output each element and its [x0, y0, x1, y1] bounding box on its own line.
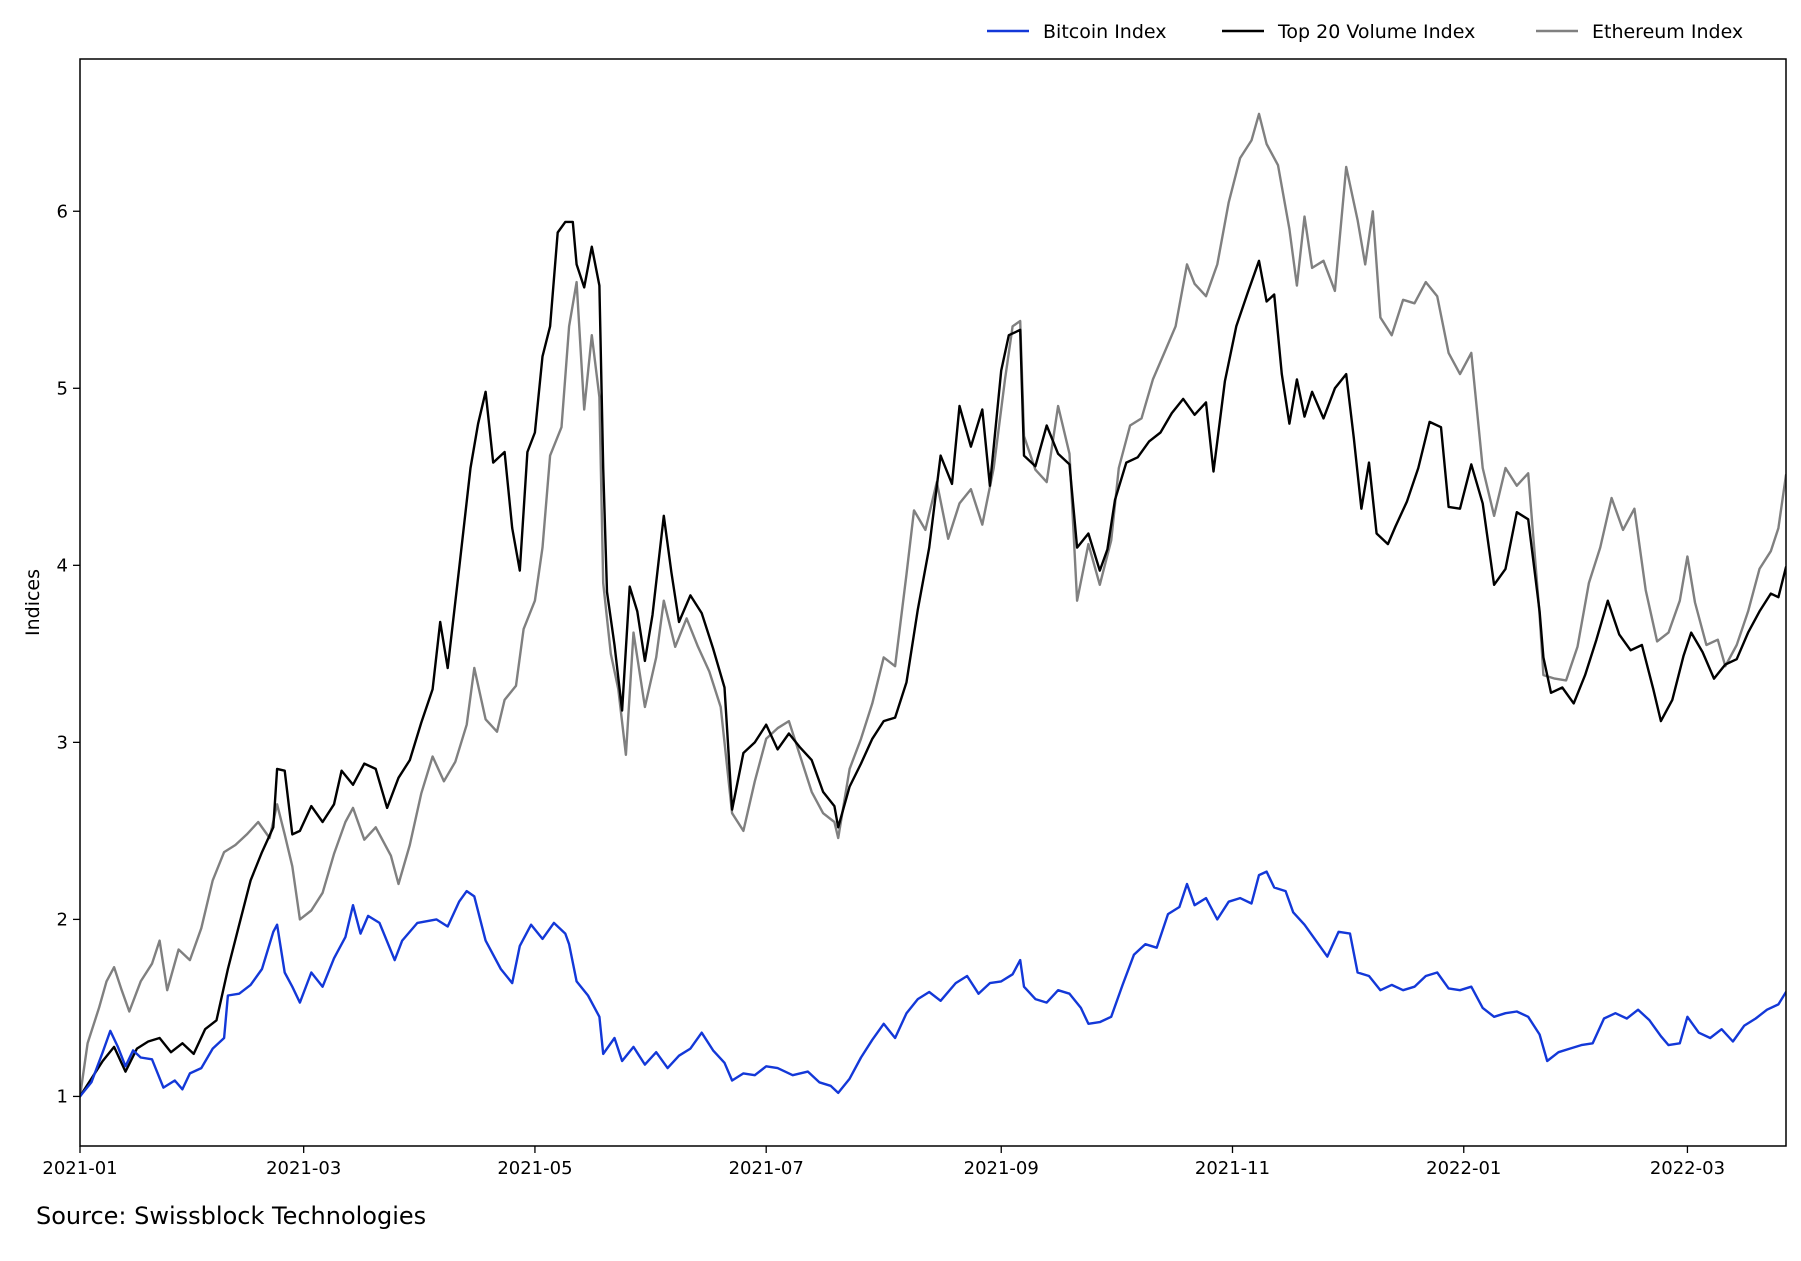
y-axis-ticks: 1 2 3 4 5 6: [57, 201, 80, 1107]
y-tick-label: 1: [57, 1086, 68, 1107]
plot-frame: [79, 58, 1787, 1147]
y-tick-label: 3: [57, 732, 68, 753]
x-tick-label: 2022-03: [1650, 1158, 1725, 1179]
plot-series: [80, 112, 1786, 1098]
legend: Bitcoin Index Top 20 Volume Index Ethereum…: [987, 21, 1743, 43]
x-axis-ticks: 2021-01 2021-03 2021-05 2021-07 2021-09 2021-…: [42, 1146, 1725, 1179]
legend-label: Ethereum Index: [1592, 21, 1743, 43]
y-tick-label: 6: [57, 201, 68, 222]
x-tick-label: 2021-09: [964, 1158, 1039, 1179]
series-line-ethereum-index: [80, 112, 1786, 1098]
y-tick-label: 5: [57, 378, 68, 399]
y-tick-label: 2: [57, 909, 68, 930]
y-axis-label: Indices: [22, 569, 44, 636]
x-tick-label: 2021-01: [42, 1158, 117, 1179]
x-tick-label: 2021-05: [497, 1158, 572, 1179]
x-tick-label: 2022-01: [1426, 1158, 1501, 1179]
legend-label: Top 20 Volume Index: [1277, 21, 1475, 43]
source-note: Source: Swissblock Technologies: [36, 1202, 427, 1230]
series-line-bitcoin-index: [80, 870, 1786, 1098]
x-tick-label: 2021-07: [729, 1158, 804, 1179]
y-tick-label: 4: [57, 555, 68, 576]
series-line-top-20-volume-index: [80, 220, 1786, 1098]
x-tick-label: 2021-03: [266, 1158, 341, 1179]
x-tick-label: 2021-11: [1195, 1158, 1270, 1179]
legend-label: Bitcoin Index: [1043, 21, 1167, 43]
